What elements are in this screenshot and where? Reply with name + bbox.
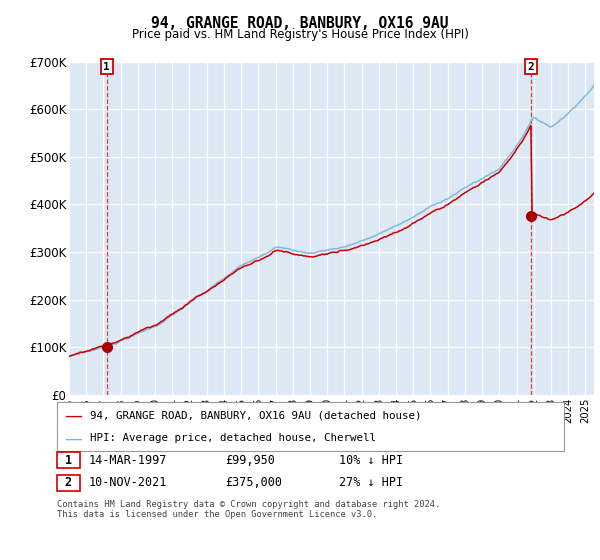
Text: 14-MAR-1997: 14-MAR-1997 bbox=[89, 454, 167, 467]
Text: 1: 1 bbox=[103, 62, 110, 72]
Text: 94, GRANGE ROAD, BANBURY, OX16 9AU: 94, GRANGE ROAD, BANBURY, OX16 9AU bbox=[151, 16, 449, 31]
Text: 10% ↓ HPI: 10% ↓ HPI bbox=[339, 454, 403, 467]
Text: 94, GRANGE ROAD, BANBURY, OX16 9AU (detached house): 94, GRANGE ROAD, BANBURY, OX16 9AU (deta… bbox=[90, 410, 421, 421]
Text: HPI: Average price, detached house, Cherwell: HPI: Average price, detached house, Cher… bbox=[90, 433, 376, 444]
Text: 2: 2 bbox=[528, 62, 535, 72]
Text: Price paid vs. HM Land Registry's House Price Index (HPI): Price paid vs. HM Land Registry's House … bbox=[131, 28, 469, 41]
Text: 10-NOV-2021: 10-NOV-2021 bbox=[89, 476, 167, 489]
Text: 27% ↓ HPI: 27% ↓ HPI bbox=[339, 476, 403, 489]
Text: Contains HM Land Registry data © Crown copyright and database right 2024.
This d: Contains HM Land Registry data © Crown c… bbox=[57, 500, 440, 519]
Text: 2: 2 bbox=[65, 476, 72, 489]
Text: £99,950: £99,950 bbox=[225, 454, 275, 467]
Text: £375,000: £375,000 bbox=[225, 476, 282, 489]
Text: 1: 1 bbox=[65, 454, 72, 467]
Text: —: — bbox=[64, 407, 82, 424]
Text: —: — bbox=[64, 430, 82, 447]
